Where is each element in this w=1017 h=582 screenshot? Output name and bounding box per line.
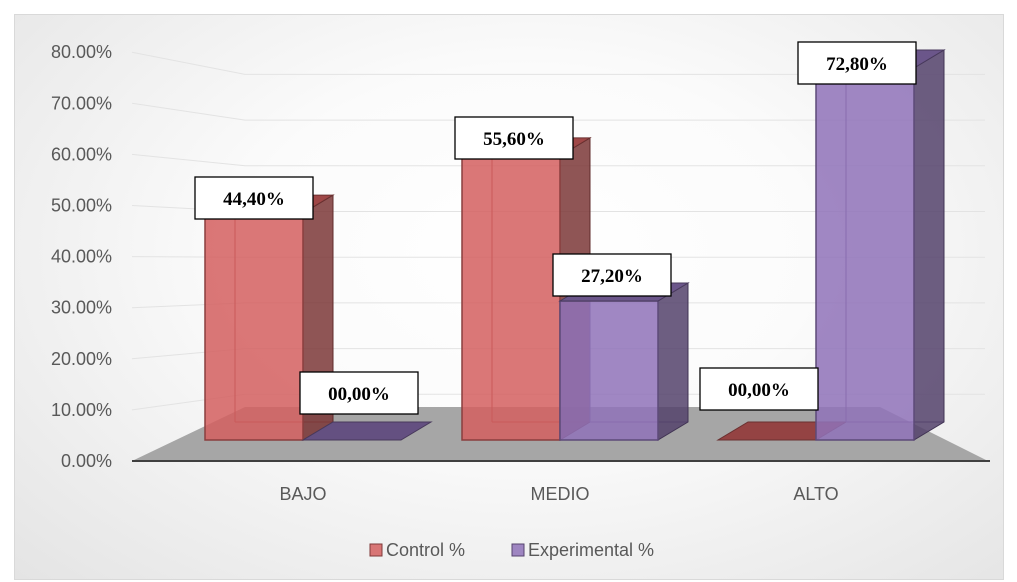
bar-front (815, 67, 915, 441)
y-tick-label: 30.00% (51, 298, 112, 318)
y-axis-tick-labels: 0.00% 10.00% 20.00% 30.00% 40.00% 50.00% 60.00… (51, 42, 112, 471)
legend: Control % Experimental % (369, 540, 654, 560)
data-label-box (454, 116, 574, 160)
bar-1-1 (558, 282, 690, 441)
bar-1-2 (814, 49, 946, 441)
gridline-perspective (131, 102, 246, 121)
data-label-0-1: 55,60% (454, 116, 574, 160)
data-label-1-0: 00,00% (299, 371, 419, 415)
bar-front (461, 155, 561, 441)
legend-item: Experimental % (511, 540, 654, 560)
data-label-box (797, 41, 917, 85)
y-tick-label: 20.00% (51, 349, 112, 369)
y-tick-label: 80.00% (51, 42, 112, 62)
data-label-0-0: 44,40% (194, 176, 314, 220)
y-tick-label: 70.00% (51, 93, 112, 113)
data-label-box (699, 367, 819, 411)
bar-side (913, 49, 945, 441)
data-labels: 44,40% 00,00% 55,60% 27,20% 00,00% 72,80% (194, 41, 917, 415)
data-label-1-1: 27,20% (552, 253, 672, 297)
data-label: 00,00% (328, 384, 390, 405)
bar-1-0 (301, 421, 433, 441)
data-label: 00,00% (728, 380, 790, 401)
legend-label: Control % (386, 540, 465, 560)
gridline-perspective (131, 153, 246, 167)
data-label-box (299, 371, 419, 415)
data-label: 72,80% (826, 54, 888, 75)
data-label-box (552, 253, 672, 297)
legend-swatch (369, 543, 383, 557)
data-label-box (194, 176, 314, 220)
data-label: 27,20% (581, 266, 643, 287)
legend-swatch (511, 543, 525, 557)
data-label: 55,60% (483, 129, 545, 150)
legend-label: Experimental % (528, 540, 654, 560)
y-tick-label: 10.00% (51, 400, 112, 420)
bar-zero-slab (301, 421, 433, 441)
gridline-perspective (131, 51, 246, 75)
bar-front (559, 300, 659, 441)
data-label-1-2: 72,80% (797, 41, 917, 85)
category-label: BAJO (279, 484, 326, 504)
y-tick-label: 60.00% (51, 144, 112, 164)
category-label: MEDIO (530, 484, 589, 504)
category-label: ALTO (793, 484, 838, 504)
data-label-0-2: 00,00% (699, 367, 819, 411)
bar-front (204, 212, 304, 441)
y-tick-label: 40.00% (51, 247, 112, 267)
legend-item: Control % (369, 540, 465, 560)
x-axis-category-labels: BAJO MEDIO ALTO (279, 484, 838, 504)
bar-side (657, 282, 689, 441)
y-tick-label: 0.00% (61, 451, 112, 471)
data-label: 44,40% (223, 189, 285, 210)
y-tick-label: 50.00% (51, 196, 112, 216)
